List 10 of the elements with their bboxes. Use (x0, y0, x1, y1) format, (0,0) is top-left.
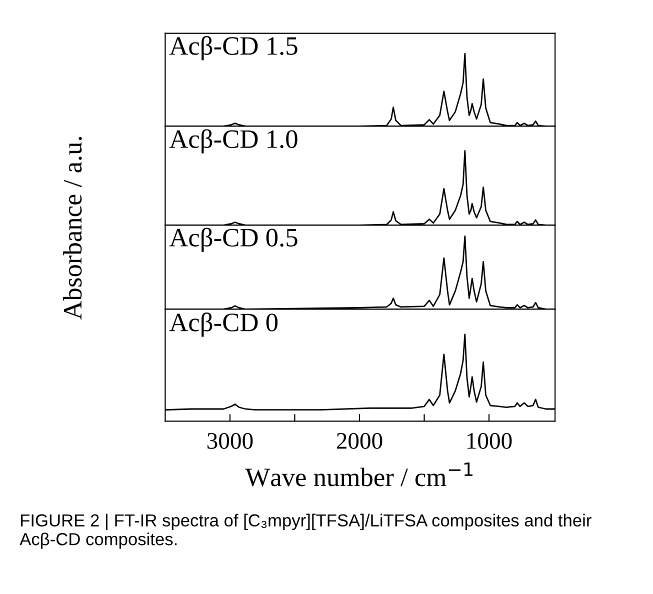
caption: FIGURE 2 | FT-IR spectra of [C₃mpyr][TFSA]/LiTFSA composites and their Acβ-CD composites. (20, 514, 592, 549)
x-tick-label: 1000 (467, 432, 512, 449)
annotation: Acβ-CD 1.5 (169, 36, 298, 60)
y-axis-title: Absorbance / a.u. (63, 136, 82, 320)
annotation: Acβ-CD 1.0 (169, 129, 298, 154)
annotation: Acβ-CD 0.5 (169, 228, 298, 252)
x-tick-label: 2000 (336, 432, 382, 449)
x-tick-label: 3000 (207, 432, 253, 449)
annotation: Acβ-CD 0 (169, 312, 278, 337)
x-axis-title: Wave number / cm$^{−1}$ (245, 462, 472, 486)
